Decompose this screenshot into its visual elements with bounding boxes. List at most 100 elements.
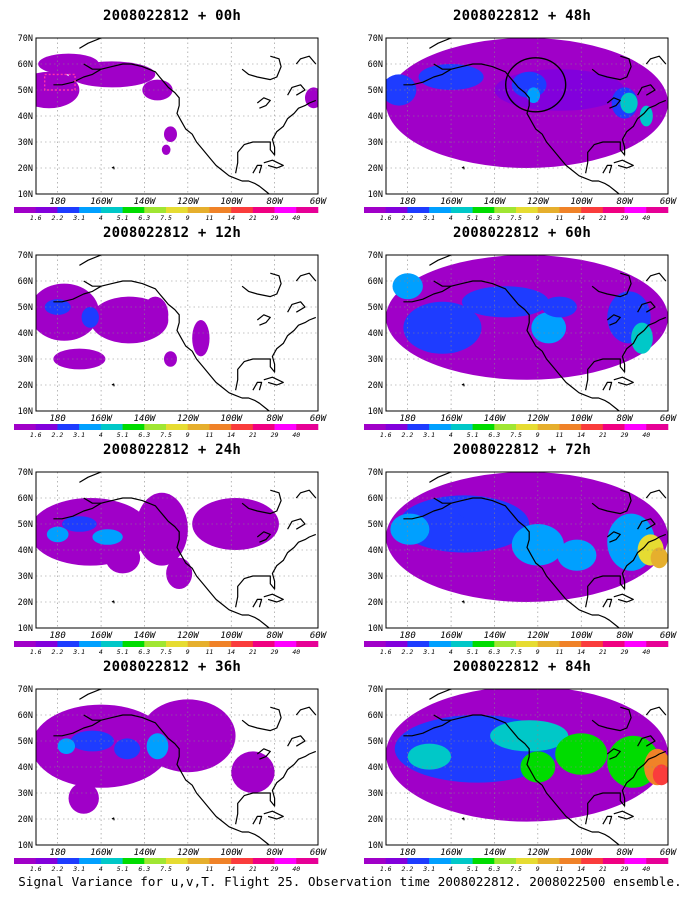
lat-tick-label: 30N <box>368 355 383 365</box>
colorbar-label: 21 <box>599 214 607 222</box>
lat-tick-label: 50N <box>368 520 383 530</box>
colorbar-swatch <box>429 207 452 213</box>
coastline <box>591 706 632 732</box>
lon-tick-label: 60W <box>310 631 328 641</box>
lat-tick-label: 20N <box>18 381 33 391</box>
colorbar-swatch <box>364 641 387 647</box>
colorbar-label: 29 <box>621 431 629 439</box>
lon-tick-label: 140W <box>484 414 507 424</box>
colorbar-swatch <box>385 207 408 213</box>
lat-tick-label: 70N <box>18 685 33 695</box>
colorbar-swatch <box>122 858 145 864</box>
colorbar-label: 29 <box>271 865 279 873</box>
colorbar-swatch <box>450 207 473 213</box>
colorbar-swatch <box>581 207 604 213</box>
lon-tick-label: 80W <box>616 414 634 424</box>
lat-tick-label: 40N <box>18 329 33 339</box>
colorbar-label: 29 <box>271 648 279 656</box>
lon-tick-label: 180 <box>50 414 66 424</box>
colorbar-label: 11 <box>556 648 564 656</box>
colorbar-label: 6.3 <box>138 214 150 222</box>
coastline <box>111 817 115 821</box>
coastline <box>403 285 452 303</box>
figure-caption: Signal Variance for u,v,T. Flight 25. Ob… <box>18 874 682 889</box>
coastline <box>235 750 317 825</box>
colorbar-swatch <box>472 207 495 213</box>
panel-grid: 2008022812 + 00h 70N 60N 50N 40N 30N 20N 10N 180… <box>14 8 692 873</box>
lat-tick-label: 30N <box>18 355 33 365</box>
colorbar-swatch <box>166 424 189 430</box>
colorbar-swatch <box>14 858 37 864</box>
lon-tick-label: 160W <box>90 197 113 207</box>
lon-tick-label: 180 <box>400 414 416 424</box>
colorbar-swatch <box>57 858 80 864</box>
lat-tick-label: 50N <box>368 737 383 747</box>
coastline <box>429 255 452 266</box>
panel-title: 2008022812 + 12h <box>102 225 242 241</box>
colorbar-label: 1.6 <box>380 431 392 439</box>
variance-map: 70N 60N 50N 40N 30N 20N 10N 180 160W 140W 120W 100W… <box>364 251 678 439</box>
coastline <box>287 84 306 96</box>
coastline <box>645 489 667 499</box>
colorbar-swatch <box>231 641 254 647</box>
lat-tick-label: 60N <box>18 494 33 504</box>
lat-tick-label: 50N <box>18 737 33 747</box>
coastline <box>606 748 621 760</box>
colorbar-swatch <box>14 424 37 430</box>
lat-tick-label: 30N <box>368 138 383 148</box>
variance-map: 70N 60N 50N 40N 30N 20N 10N 180 160W 140W 120W 100W… <box>364 34 678 222</box>
lon-tick-label: 180 <box>400 631 416 641</box>
coastline <box>602 381 613 391</box>
colorbar-swatch <box>79 641 102 647</box>
coastline <box>241 706 282 732</box>
colorbar-swatch <box>602 858 625 864</box>
colorbar-swatch <box>231 207 254 213</box>
variance-map: 70N 60N 50N 40N 30N 20N 10N 180 160W 140W 120W 100W… <box>14 468 328 656</box>
colorbar-label: 6.3 <box>138 865 150 873</box>
coastline <box>613 810 634 820</box>
lat-tick-label: 10N <box>368 190 383 200</box>
coastline <box>241 55 282 81</box>
colorbar-swatch <box>274 858 297 864</box>
coastline <box>591 55 632 81</box>
lat-tick-label: 30N <box>18 789 33 799</box>
colorbar-swatch <box>166 207 189 213</box>
colorbar-swatch <box>407 424 430 430</box>
lat-tick-label: 40N <box>368 763 383 773</box>
variance-shading <box>92 529 123 545</box>
colorbar-swatch <box>122 424 145 430</box>
lat-tick-label: 70N <box>18 251 33 261</box>
colorbar-label: 9 <box>186 214 190 222</box>
lon-tick-label: 180 <box>400 848 416 858</box>
colorbar-label: 1.6 <box>380 214 392 222</box>
colorbar-swatch <box>79 858 102 864</box>
colorbar-label: 5.1 <box>467 214 479 222</box>
lon-tick-label: 160W <box>90 848 113 858</box>
coastline <box>235 316 317 391</box>
colorbar-swatch <box>100 424 123 430</box>
coastline <box>613 159 634 169</box>
coastline <box>433 497 621 628</box>
colorbar-label: 14 <box>227 865 235 873</box>
lon-tick-label: 140W <box>134 197 157 207</box>
coastline <box>263 593 284 603</box>
coastline <box>295 272 317 282</box>
coastline <box>433 714 621 845</box>
colorbar-swatch <box>35 641 58 647</box>
colorbar-label: 3.1 <box>72 648 85 656</box>
map-panel: 2008022812 + 60h 70N 60N 50N 40N 30N 20N 10N 180… <box>352 225 692 441</box>
colorbar-label: 3.1 <box>422 431 435 439</box>
lat-tick-label: 40N <box>18 546 33 556</box>
coastline <box>429 472 452 483</box>
coastline <box>235 533 317 608</box>
lon-tick-label: 120W <box>177 197 200 207</box>
variance-shading <box>44 299 71 315</box>
variance-shading <box>114 738 141 760</box>
lat-tick-label: 70N <box>368 685 383 695</box>
colorbar-swatch <box>624 858 647 864</box>
coastline <box>461 383 465 387</box>
colorbar-swatch <box>14 207 37 213</box>
colorbar-swatch <box>516 207 539 213</box>
coastline <box>241 489 282 515</box>
colorbar-label: 14 <box>227 431 235 439</box>
